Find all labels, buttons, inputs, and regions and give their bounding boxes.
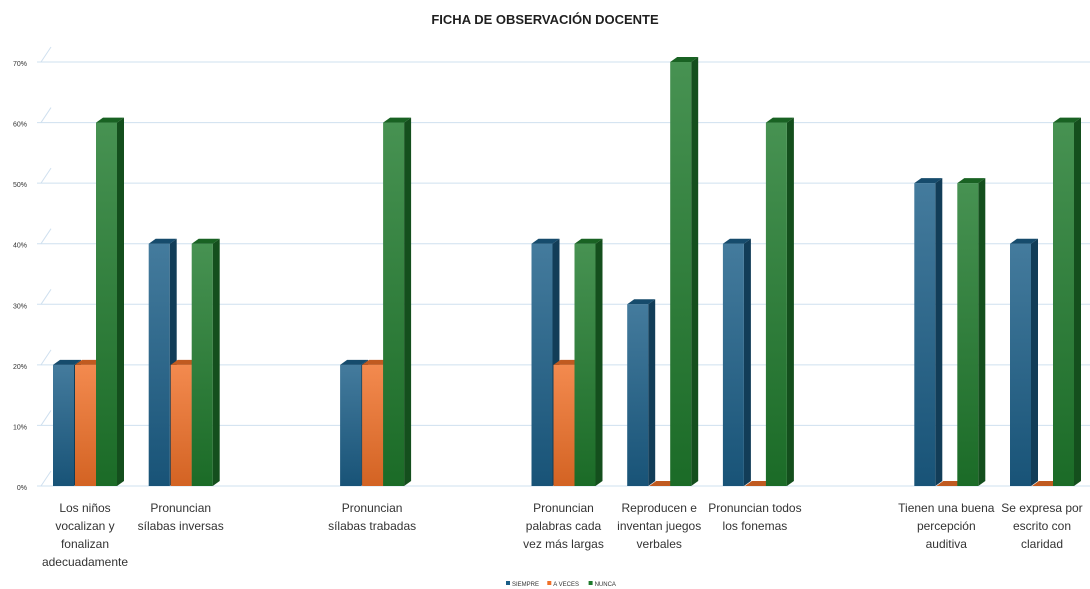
bar-top	[191, 238, 220, 244]
bar-front	[957, 183, 979, 486]
bar-side	[743, 238, 751, 486]
bar-side	[1031, 238, 1038, 486]
y-tick-label: 60%	[13, 122, 27, 129]
bar-front	[75, 364, 96, 486]
bar-side	[648, 299, 656, 486]
bar-top	[531, 238, 560, 244]
legend-item: A VECES	[547, 581, 579, 588]
bar-front	[670, 62, 692, 486]
bar-side	[935, 178, 943, 486]
bar-nunca	[1053, 117, 1081, 487]
bar-nunca	[670, 57, 699, 486]
gridline-depth	[40, 410, 52, 426]
bar-top	[670, 57, 699, 62]
gridline-depth	[40, 349, 52, 366]
bar-top	[627, 299, 656, 305]
gridline-depth	[40, 470, 52, 487]
bar-front	[553, 364, 575, 486]
y-tick-label: 40%	[13, 243, 27, 250]
bar-front	[1053, 122, 1074, 487]
bar-top	[765, 117, 794, 123]
bar-side	[212, 238, 220, 486]
bar-siempre	[722, 238, 751, 486]
bar-side	[691, 57, 699, 486]
bar-top	[722, 238, 751, 244]
bar-front	[340, 364, 362, 486]
bar-top	[957, 178, 986, 184]
bar-front	[722, 243, 744, 486]
category-label: Los niños vocalizan y fonalizan adecuadamen…	[42, 501, 128, 569]
y-tick-label: 70%	[13, 61, 27, 68]
bar-nunca	[765, 117, 794, 487]
gridline-depth	[40, 46, 52, 63]
bar-top	[1053, 117, 1081, 123]
bar-side	[978, 178, 986, 486]
bar-side	[786, 117, 794, 487]
bar-top	[383, 117, 412, 123]
gridline-depth	[40, 228, 52, 244]
bar-nunca	[383, 117, 412, 487]
bar-top	[96, 117, 124, 123]
y-tick-label: 0%	[17, 485, 27, 492]
bar-siempre	[627, 299, 656, 486]
chart-title: FICHA DE OBSERVACIÓN DOCENTE	[431, 12, 659, 27]
bar-siempre	[914, 178, 943, 486]
category-label: Reproducen e inventan juegos verbales	[617, 501, 701, 551]
bar-nunca	[191, 238, 220, 486]
bar-top	[53, 359, 81, 365]
legend-swatch	[506, 581, 510, 585]
category-label: Pronuncian todos los fonemas	[708, 501, 801, 533]
bar-side	[595, 238, 603, 486]
y-tick-label: 30%	[13, 303, 27, 310]
bar-nunca	[574, 238, 603, 486]
bar-side	[404, 117, 412, 487]
legend-label: NUNCA	[595, 582, 616, 588]
bar-front	[627, 304, 649, 486]
bar-front	[53, 364, 74, 486]
category-label: Pronuncian sílabas trabadas	[328, 501, 416, 533]
bar-top	[574, 238, 603, 244]
bar-front	[1010, 243, 1031, 486]
category-label: Se expresa por escrito con claridad	[1001, 501, 1082, 551]
bar-front	[914, 183, 936, 486]
category-label: Tienen una buena percepción auditiva	[898, 501, 995, 551]
bar-front	[191, 243, 213, 486]
bar-nunca	[957, 178, 986, 486]
gridline-depth	[40, 289, 52, 305]
y-tick-label: 50%	[13, 182, 27, 189]
legend-label: SIEMPRE	[512, 582, 539, 588]
bar-top	[914, 178, 943, 184]
bar-side	[1074, 117, 1081, 487]
bar-front	[96, 122, 117, 487]
y-tick-label: 10%	[13, 424, 27, 431]
bar-front	[765, 122, 787, 487]
bar-top	[148, 238, 177, 244]
category-label: Pronuncian sílabas inversas	[138, 501, 224, 533]
bar-top	[340, 359, 369, 365]
y-tick-label: 20%	[13, 364, 27, 371]
bar-front	[531, 243, 553, 486]
bar-front	[362, 364, 384, 486]
bar-front	[574, 243, 596, 486]
category-label: Pronuncian palabras cada vez más largas	[523, 501, 604, 551]
bar-side	[117, 117, 124, 487]
bar-nunca	[96, 117, 124, 487]
bar-front	[383, 122, 405, 487]
bar-siempre	[1010, 238, 1038, 486]
legend-swatch	[547, 581, 552, 585]
bar-top	[1010, 238, 1038, 244]
bar-front	[148, 243, 170, 486]
gridline-depth	[40, 107, 52, 123]
legend-item: NUNCA	[588, 581, 616, 588]
bar-front	[170, 364, 192, 486]
legend-swatch	[588, 581, 593, 585]
legend-label: A VECES	[553, 582, 579, 588]
legend-item: SIEMPRE	[506, 581, 539, 588]
gridline-depth	[40, 167, 52, 184]
